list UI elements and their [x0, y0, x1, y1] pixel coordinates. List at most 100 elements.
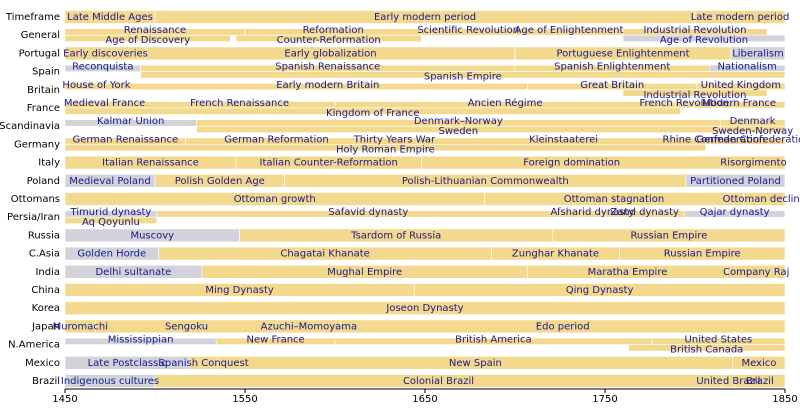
row-label: Portugal [19, 48, 60, 59]
segment-label: French Revolution [640, 98, 729, 109]
x-tick-label: 1450 [52, 394, 77, 405]
segment-label: Company Raj [723, 267, 789, 278]
segment-label: Portuguese Enlightenment [556, 48, 689, 59]
segment-label: Early discoveries [63, 48, 148, 59]
segment-label: German Confederation [696, 134, 800, 145]
segment-label: Colonial Brazil [403, 376, 474, 387]
segment-bar [721, 137, 786, 145]
segment-label: Early modern Britain [276, 80, 379, 91]
segment-label: Scientific Revolution [417, 25, 519, 36]
segment-label: Ottoman stagnation [564, 194, 664, 205]
segment-label: Mexico [741, 358, 776, 369]
segment-label: Risorgimento [720, 158, 786, 169]
segment-label: Reconquista [72, 62, 133, 73]
segment-label: Aq Qoyunlu [82, 217, 140, 228]
segment-label: Qing Dynasty [566, 285, 634, 296]
segment-label: House of York [62, 80, 130, 91]
segment-label: Early globalization [284, 48, 376, 59]
row-label: Mexico [25, 358, 60, 369]
segment-bar [719, 125, 786, 133]
segment-label: Kalmar Union [97, 116, 164, 127]
segment-label: Ancien Régime [468, 97, 543, 109]
segment-bar [734, 374, 786, 388]
row-label: General [21, 30, 60, 41]
segment-bar [619, 246, 786, 261]
segment-label: Spanish Enlightenment [554, 62, 670, 73]
segment-bar [732, 355, 786, 370]
segment-label: Timurid dynasty [69, 207, 151, 218]
segment-label: Denmark–Norway [414, 116, 503, 127]
segment-label: British America [455, 335, 531, 346]
segment-label: Maratha Empire [588, 267, 668, 278]
row-label: N.America [8, 340, 60, 351]
segment-bar [743, 192, 786, 206]
segment-bar [64, 301, 786, 316]
segment-label: Industrial Revolution [643, 25, 746, 36]
segment-bar [721, 155, 786, 170]
x-tick-label: 1550 [232, 394, 257, 405]
segment-bar [730, 46, 786, 61]
segment-label: Ottoman decline [723, 194, 800, 205]
segment-label: Medieval France [64, 98, 145, 109]
segment-label: Mughal Empire [327, 267, 402, 278]
segment-label: Spanish Conquest [159, 358, 249, 369]
segment-bar [628, 344, 786, 352]
segment-bar [692, 101, 786, 109]
row-label: India [35, 267, 60, 278]
row-label: Germany [14, 139, 60, 150]
segment-label: Late Middle Ages [67, 12, 153, 23]
segment-label: Nationalism [717, 62, 776, 73]
segment-label: Thirty Years War [353, 134, 436, 145]
segment-label: Tsardom of Russia [350, 230, 441, 241]
segment-label: Late Postclassic [88, 358, 167, 369]
row-label: Spain [32, 67, 60, 78]
segment-label: United States [685, 335, 753, 346]
segment-label: Renaissance [124, 25, 186, 36]
segment-label: French Renaissance [190, 98, 289, 109]
segment-label: Muscovy [130, 230, 174, 241]
segment-label: British Canada [670, 345, 743, 356]
segment-label: Edo period [536, 321, 590, 332]
segment-bar [340, 319, 786, 334]
segment-label: Age of Enlightenment [515, 25, 624, 36]
segment-label: Brazil [746, 376, 774, 387]
segment-label: German Reformation [224, 134, 328, 145]
segment-label: German Renaissance [72, 134, 178, 145]
segment-bar [64, 216, 158, 224]
row-label: China [31, 285, 60, 296]
segment-bar [552, 228, 786, 243]
segment-label: Reformation [303, 25, 364, 36]
segment-label: Italian Renaissance [102, 158, 199, 169]
segment-bar [694, 10, 786, 24]
row-label: C.Asia [29, 249, 60, 260]
segment-label: Indigenous cultures [61, 376, 159, 387]
segment-label: Ottoman growth [234, 194, 316, 205]
segment-label: Zunghar Khanate [512, 249, 599, 260]
segment-label: Russian Empire [664, 249, 741, 260]
segment-label: Mississippian [108, 335, 174, 346]
row-label: Italy [38, 158, 60, 169]
segment-label: Foreign domination [523, 158, 620, 169]
segment-label: Russian Empire [630, 230, 707, 241]
segment-label: Late modern period [691, 12, 790, 23]
row-label: Scandinavia [0, 121, 60, 132]
row-label: Poland [27, 176, 60, 187]
segment-label: New France [246, 335, 304, 346]
segment-label: Age of Revolution [660, 35, 748, 46]
row-label: Persia/Iran [7, 212, 60, 223]
x-tick-label: 1650 [412, 394, 437, 405]
segment-bar [622, 34, 786, 43]
segment-label: Age of Discovery [105, 35, 190, 46]
segment-bar [140, 71, 786, 79]
segment-label: Zand dynasty [610, 207, 679, 218]
segment-label: Great Britain [580, 80, 644, 91]
segment-label: Italian Counter-Reformation [260, 158, 398, 169]
segment-label: Counter-Reformation [277, 35, 381, 46]
segment-label: Qajar dynasty [700, 207, 770, 218]
segment-bar [622, 89, 768, 97]
segment-label: Liberalism [732, 48, 784, 59]
row-label: Brazil [32, 376, 60, 387]
segment-label: Spanish Renaissance [275, 62, 380, 73]
segment-label: Sweden-Norway [712, 126, 793, 137]
